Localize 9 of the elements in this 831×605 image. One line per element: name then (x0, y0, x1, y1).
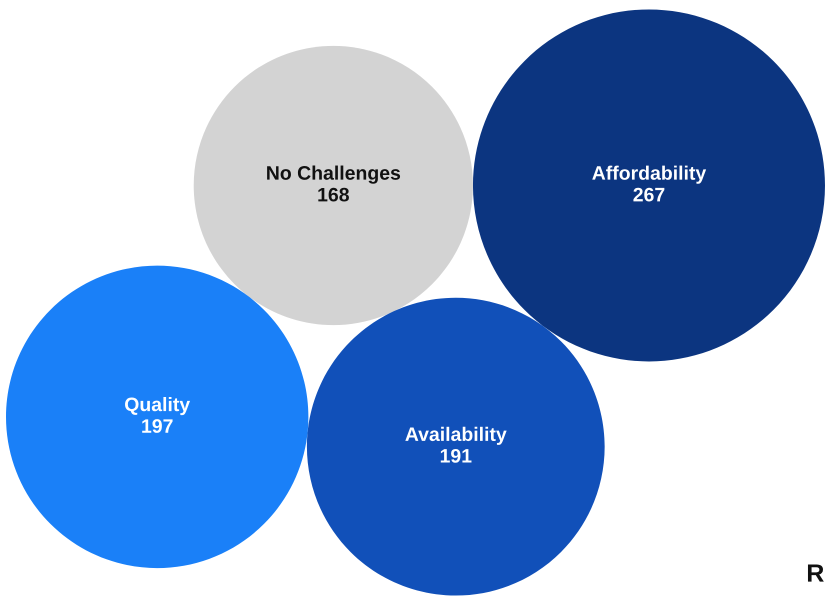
category-label: Quality (125, 396, 190, 416)
category-label: Availability (405, 426, 507, 445)
data-label: 267 (633, 188, 664, 202)
category-label: No Challenges (267, 166, 400, 184)
data-label: 197 (142, 419, 173, 433)
text: R (808, 564, 824, 582)
data-label: 168 (318, 188, 349, 202)
data-label: 191 (440, 448, 472, 463)
category-label: Affordability (592, 166, 706, 184)
